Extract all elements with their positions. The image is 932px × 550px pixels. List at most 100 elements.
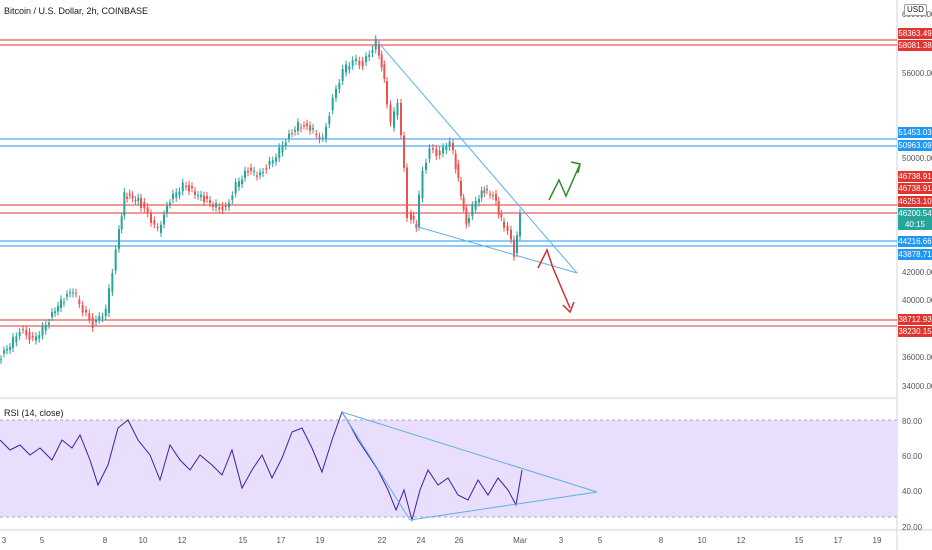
symbol-title[interactable]: Bitcoin / U.S. Dollar, 2h, COINBASE <box>4 6 149 16</box>
candle-body <box>41 326 44 336</box>
time-axis-label: 15 <box>795 536 804 545</box>
candle-body <box>166 205 168 214</box>
candle-body <box>15 336 18 343</box>
candle-body <box>335 88 337 98</box>
candle-body <box>309 125 311 131</box>
candle-body <box>111 272 114 293</box>
price-axis-tick: 36000.00 <box>902 353 932 362</box>
time-axis-label: 22 <box>378 536 387 545</box>
candle-body <box>63 301 65 303</box>
candle-body <box>294 130 296 132</box>
candle-body <box>244 170 246 178</box>
candle-body <box>284 142 287 146</box>
currency-badge[interactable]: USD <box>904 4 927 16</box>
candle-body <box>412 215 415 220</box>
candle-body <box>486 188 488 191</box>
candle-body <box>438 150 441 156</box>
candle-body <box>318 136 321 140</box>
candle-body <box>378 44 380 56</box>
price-axis-tick: 42000.00 <box>902 268 932 277</box>
candle-body <box>445 146 448 151</box>
candle-body <box>410 213 412 220</box>
candle-body <box>72 292 74 294</box>
candle-body <box>54 311 56 314</box>
rsi-axis-tick: 40.00 <box>902 487 923 496</box>
time-axis-label: 8 <box>659 536 664 545</box>
price-tag-58363: 58363.49 <box>898 28 932 39</box>
time-axis-label: 12 <box>178 536 187 545</box>
candle-body <box>18 331 21 336</box>
candle-body <box>460 180 462 197</box>
candle-body <box>259 172 261 176</box>
candle-body <box>325 126 327 139</box>
candle-body <box>120 216 123 230</box>
candle-body <box>31 335 34 338</box>
candle-body <box>188 184 190 192</box>
time-axis-label: 3 <box>559 536 564 545</box>
candle-body <box>253 170 255 173</box>
price-tag-51453: 51453.03 <box>898 127 932 138</box>
candle-body <box>69 292 71 294</box>
candle-body <box>312 128 314 130</box>
candle-body <box>234 182 237 194</box>
candle-body <box>474 200 477 210</box>
price-tag-38230: 38230.15 <box>898 326 932 337</box>
candle-body <box>457 163 460 178</box>
candle-body <box>81 305 84 313</box>
candle-body <box>153 220 156 225</box>
candle-body <box>361 60 364 67</box>
candle-body <box>497 200 500 215</box>
candle-body <box>95 319 97 323</box>
candle-body <box>104 308 107 317</box>
candle-body <box>403 135 405 168</box>
candle-body <box>415 223 418 228</box>
rsi-wedge-edge <box>341 411 411 521</box>
candle-body <box>341 68 344 82</box>
candle-body <box>12 337 14 348</box>
rsi-line <box>0 410 523 522</box>
candle-body <box>3 350 5 354</box>
price-tag-countdown: 40:15 <box>898 219 932 230</box>
candle-body <box>128 193 131 196</box>
time-axis-label: 19 <box>316 536 325 545</box>
candle-body <box>365 56 367 63</box>
candle-body <box>400 102 402 136</box>
time-axis-label: 10 <box>698 536 707 545</box>
price-tag-38712: 38712.93 <box>898 314 932 325</box>
candle-body <box>85 309 87 313</box>
time-axis-label: 12 <box>737 536 746 545</box>
bearish-arrowhead <box>562 301 575 314</box>
candle-body <box>468 218 470 223</box>
candle-body <box>209 200 211 204</box>
candle-body <box>238 181 240 187</box>
candle-body <box>131 195 134 199</box>
candle-body <box>389 104 392 123</box>
candle-body <box>428 148 431 159</box>
candle-body <box>406 167 408 218</box>
candle-body <box>150 213 152 223</box>
candle-body <box>380 54 383 68</box>
bullish-arrowhead <box>570 161 581 174</box>
candle-body <box>224 205 227 208</box>
candle-body <box>300 127 302 129</box>
candle-body <box>421 170 424 199</box>
candle-body <box>160 224 162 233</box>
time-axis-label: 15 <box>239 536 248 545</box>
candle-body <box>471 205 474 217</box>
rsi-lower-trendline <box>409 491 598 521</box>
time-axis-label: 26 <box>455 536 464 545</box>
bearish-scenario-arrow <box>537 248 571 309</box>
candle-body <box>351 60 354 66</box>
candle-body <box>215 203 217 208</box>
rsi-indicator-title[interactable]: RSI (14, close) <box>4 408 64 418</box>
candle-body <box>231 195 234 201</box>
price-tag-43878: 43878.71 <box>898 249 932 260</box>
candle-body <box>172 193 174 200</box>
candle-body <box>331 97 334 111</box>
candle-body <box>134 200 137 202</box>
candle-body <box>197 195 199 197</box>
candle-body <box>114 249 117 271</box>
candle-body <box>315 133 318 135</box>
time-axis-label: 17 <box>834 536 843 545</box>
